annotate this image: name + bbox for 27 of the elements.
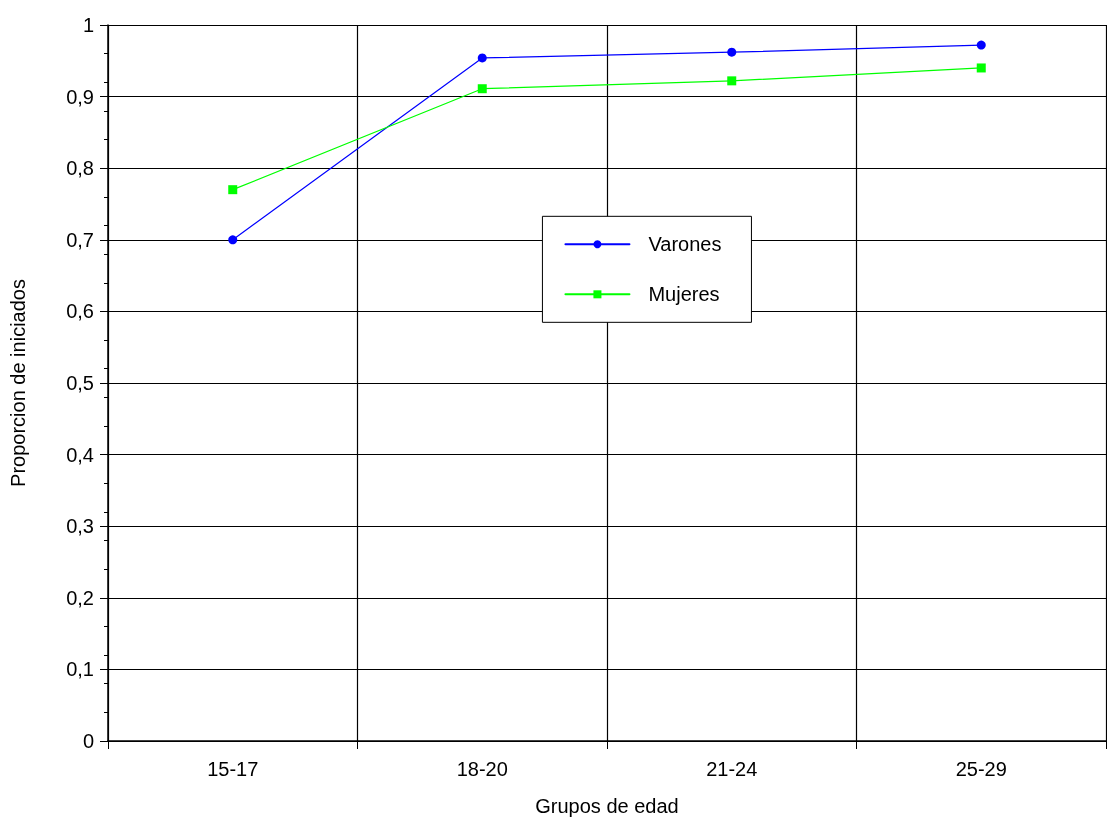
point (477, 53, 487, 63)
y-tick-label: 0,4 (66, 443, 94, 466)
x-tick-label: 21-24 (706, 758, 758, 780)
y-tick-label: 0,9 (66, 85, 94, 108)
x-axis-title: Grupos de edad (535, 795, 679, 817)
point (228, 235, 238, 245)
y-tick-label: 0 (82, 730, 94, 752)
point (477, 84, 487, 94)
point (976, 63, 986, 73)
y-tick-label: 0,3 (66, 515, 94, 538)
y-axis-title: Proporcion de iniciados (7, 279, 29, 487)
x-tick-label: 25-29 (955, 758, 1007, 780)
point (727, 47, 737, 57)
point (976, 40, 986, 50)
legend-label: Mujeres (648, 283, 720, 306)
y-tick-label: 0,5 (66, 372, 94, 394)
y-tick-label: 0,1 (66, 658, 94, 681)
point (228, 185, 238, 195)
x-tick-label: 15-17 (207, 758, 259, 780)
y-tick-label: 0,2 (66, 586, 94, 609)
y-tick-label: 1 (82, 14, 94, 36)
y-tick-label: 0,6 (66, 300, 94, 323)
point (727, 76, 737, 86)
y-tick-label: 0,8 (66, 157, 94, 180)
x-tick-label: 18-20 (456, 758, 508, 780)
legend-label: Varones (648, 233, 722, 256)
y-tick-label: 0,7 (66, 228, 94, 251)
